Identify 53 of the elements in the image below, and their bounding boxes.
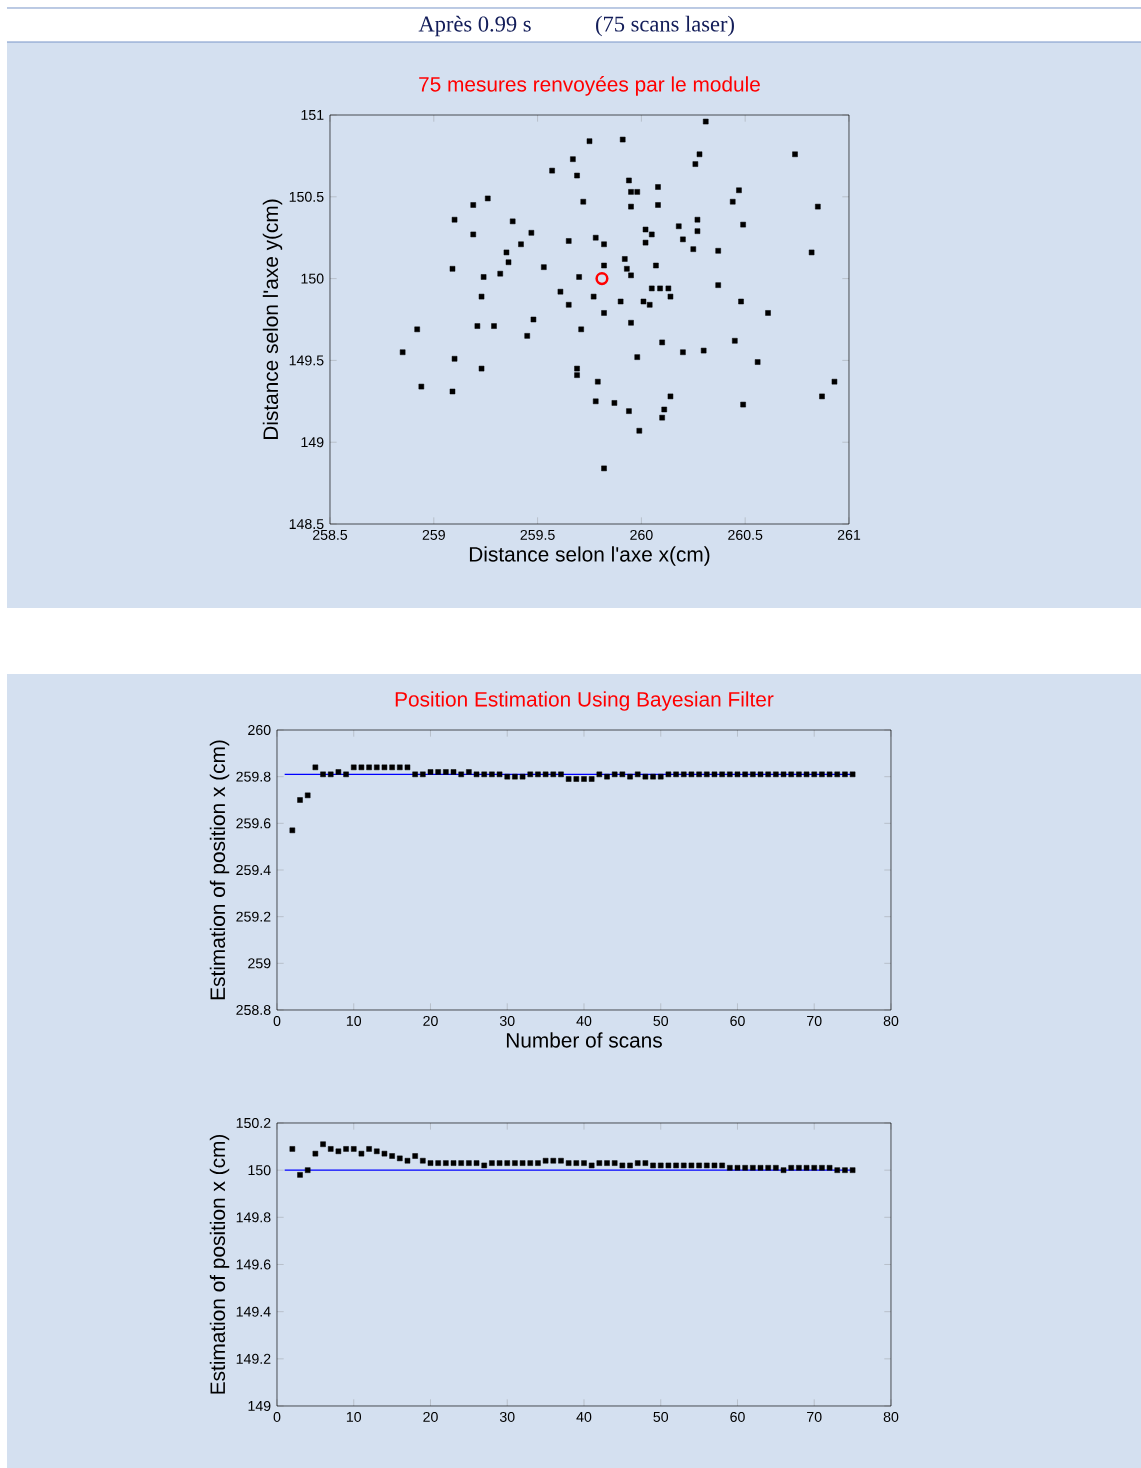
- x-tick-label: 259.5: [520, 529, 555, 540]
- x-tick-label: 258.5: [312, 529, 348, 540]
- y-tick-label: 150: [301, 273, 324, 284]
- chart-title: Position Estimation Using Bayesian Filter: [395, 691, 774, 711]
- y-axis-title: Distance selon l'axe y(cm): [262, 199, 283, 440]
- x-tick-label: 10: [346, 1411, 362, 1422]
- x-tick-label: 30: [499, 1411, 515, 1422]
- x-tick-label: 50: [653, 1411, 669, 1422]
- y-tick-label: 149.2: [236, 1353, 271, 1364]
- x-tick-label: 0: [273, 1411, 281, 1422]
- x-tick-label: 260.5: [728, 529, 763, 540]
- x-tick-label: 20: [423, 1411, 438, 1422]
- x-tick-label: 0: [273, 1015, 281, 1026]
- y-tick-label: 149.5: [289, 355, 324, 366]
- y-tick-label: 149.6: [236, 1259, 271, 1270]
- y-tick-label: 151: [301, 110, 324, 120]
- x-tick-label: 80: [883, 1015, 899, 1026]
- y-tick-label: 260: [248, 725, 271, 736]
- y-tick-label: 149: [248, 1400, 271, 1411]
- y-tick-label: 259.8: [236, 771, 271, 782]
- x-tick-label: 40: [576, 1015, 592, 1026]
- x-tick-label: 70: [807, 1015, 822, 1026]
- x-tick-label: 70: [807, 1411, 822, 1422]
- y-axis-title: Estimation of position x (cm): [209, 1135, 230, 1394]
- x-tick-label: 30: [499, 1015, 515, 1026]
- y-tick-label: 150.2: [236, 1117, 271, 1128]
- text: Après 0.99 s: [418, 15, 531, 37]
- x-tick-label: 40: [576, 1411, 592, 1422]
- x-tick-label: 60: [730, 1015, 745, 1026]
- x-tick-label: 10: [346, 1015, 362, 1026]
- y-tick-label: 259: [248, 958, 271, 969]
- text: (75 scans laser): [596, 15, 734, 37]
- y-tick-label: 259.4: [236, 865, 271, 876]
- y-tick-label: 149.8: [236, 1212, 271, 1223]
- y-tick-label: 150.5: [289, 191, 324, 202]
- x-tick-label: 259: [422, 529, 445, 540]
- x-tick-label: 60: [730, 1411, 745, 1422]
- y-tick-label: 149.4: [236, 1306, 271, 1317]
- y-axis-title: Estimation of position x (cm): [209, 740, 230, 1000]
- x-tick-label: 261: [837, 529, 861, 540]
- y-tick-label: 149: [301, 437, 324, 448]
- x-tick-label: 260: [630, 529, 653, 540]
- x-tick-label: 50: [653, 1015, 669, 1026]
- y-tick-label: 259.2: [236, 911, 271, 922]
- y-tick-label: 148.5: [289, 519, 324, 530]
- chart-title: 75 mesures renvoyées par le module: [419, 76, 760, 96]
- y-tick-label: 150: [248, 1165, 271, 1176]
- y-tick-label: 258.8: [236, 1004, 271, 1015]
- x-tick-label: 80: [883, 1411, 899, 1422]
- x-axis-title: Distance selon l'axe x(cm): [469, 546, 710, 566]
- x-axis-title: Number of scans: [506, 1032, 662, 1048]
- y-tick-label: 259.6: [236, 818, 271, 829]
- x-tick-label: 20: [423, 1015, 438, 1026]
